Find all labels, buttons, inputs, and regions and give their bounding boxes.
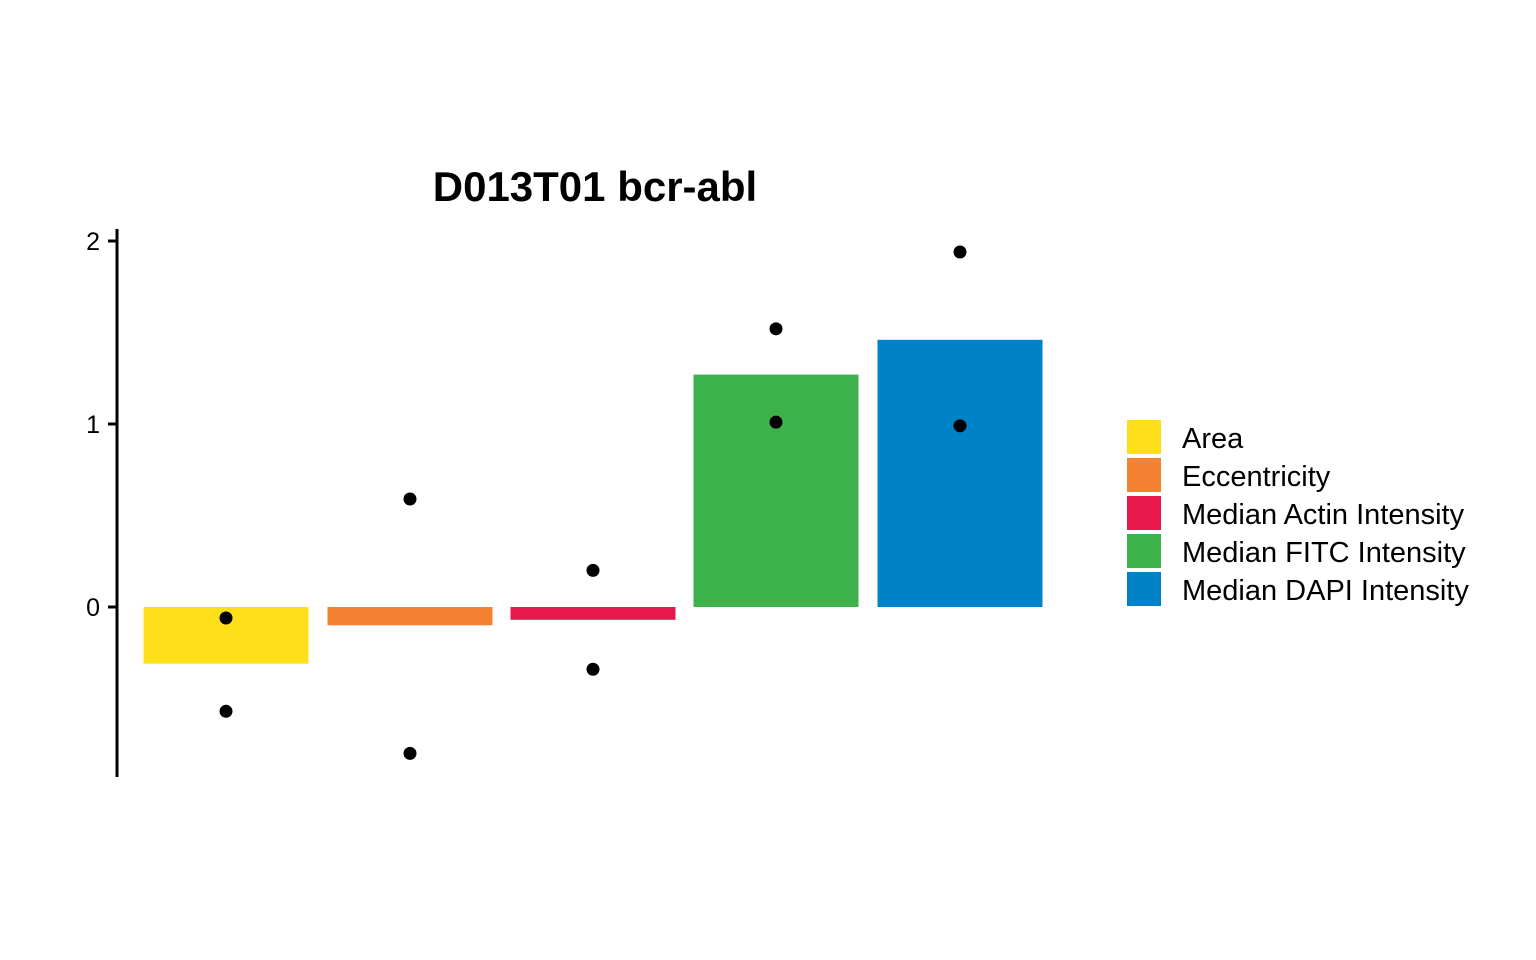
legend-label: Area xyxy=(1182,423,1244,455)
y-tick-label: 0 xyxy=(86,594,100,622)
data-point xyxy=(586,563,600,577)
data-point xyxy=(403,492,417,506)
bar-median-dapi-intensity xyxy=(877,339,1043,607)
y-tick-label: 1 xyxy=(86,411,100,439)
legend-label: Median DAPI Intensity xyxy=(1182,575,1469,607)
legend-swatch xyxy=(1127,496,1161,530)
legend-swatch xyxy=(1127,534,1161,568)
legend-label: Eccentricity xyxy=(1182,461,1331,493)
legend-label: Median Actin Intensity xyxy=(1182,499,1465,531)
y-axis: 0 1 2 xyxy=(86,228,119,777)
legend-label: Median FITC Intensity xyxy=(1182,537,1466,569)
data-point xyxy=(219,704,233,718)
y-tick-label: 2 xyxy=(86,228,100,256)
legend-swatch xyxy=(1127,420,1161,454)
bar-median-actin-intensity xyxy=(510,607,676,620)
data-point xyxy=(769,322,783,336)
data-point xyxy=(219,611,233,625)
points-group xyxy=(219,245,967,760)
chart-title: D013T01 bcr-abl xyxy=(433,163,757,210)
data-point xyxy=(953,419,967,433)
data-point xyxy=(769,415,783,429)
data-point xyxy=(586,662,600,676)
bar-median-fitc-intensity xyxy=(693,374,859,607)
legend: Area Eccentricity Median Actin Intensity Me… xyxy=(1127,420,1469,607)
legend-swatch xyxy=(1127,572,1161,606)
bars-group xyxy=(143,339,1043,664)
data-point xyxy=(403,746,417,760)
data-point xyxy=(953,245,967,259)
bar-eccentricity xyxy=(327,607,493,626)
legend-swatch xyxy=(1127,458,1161,492)
